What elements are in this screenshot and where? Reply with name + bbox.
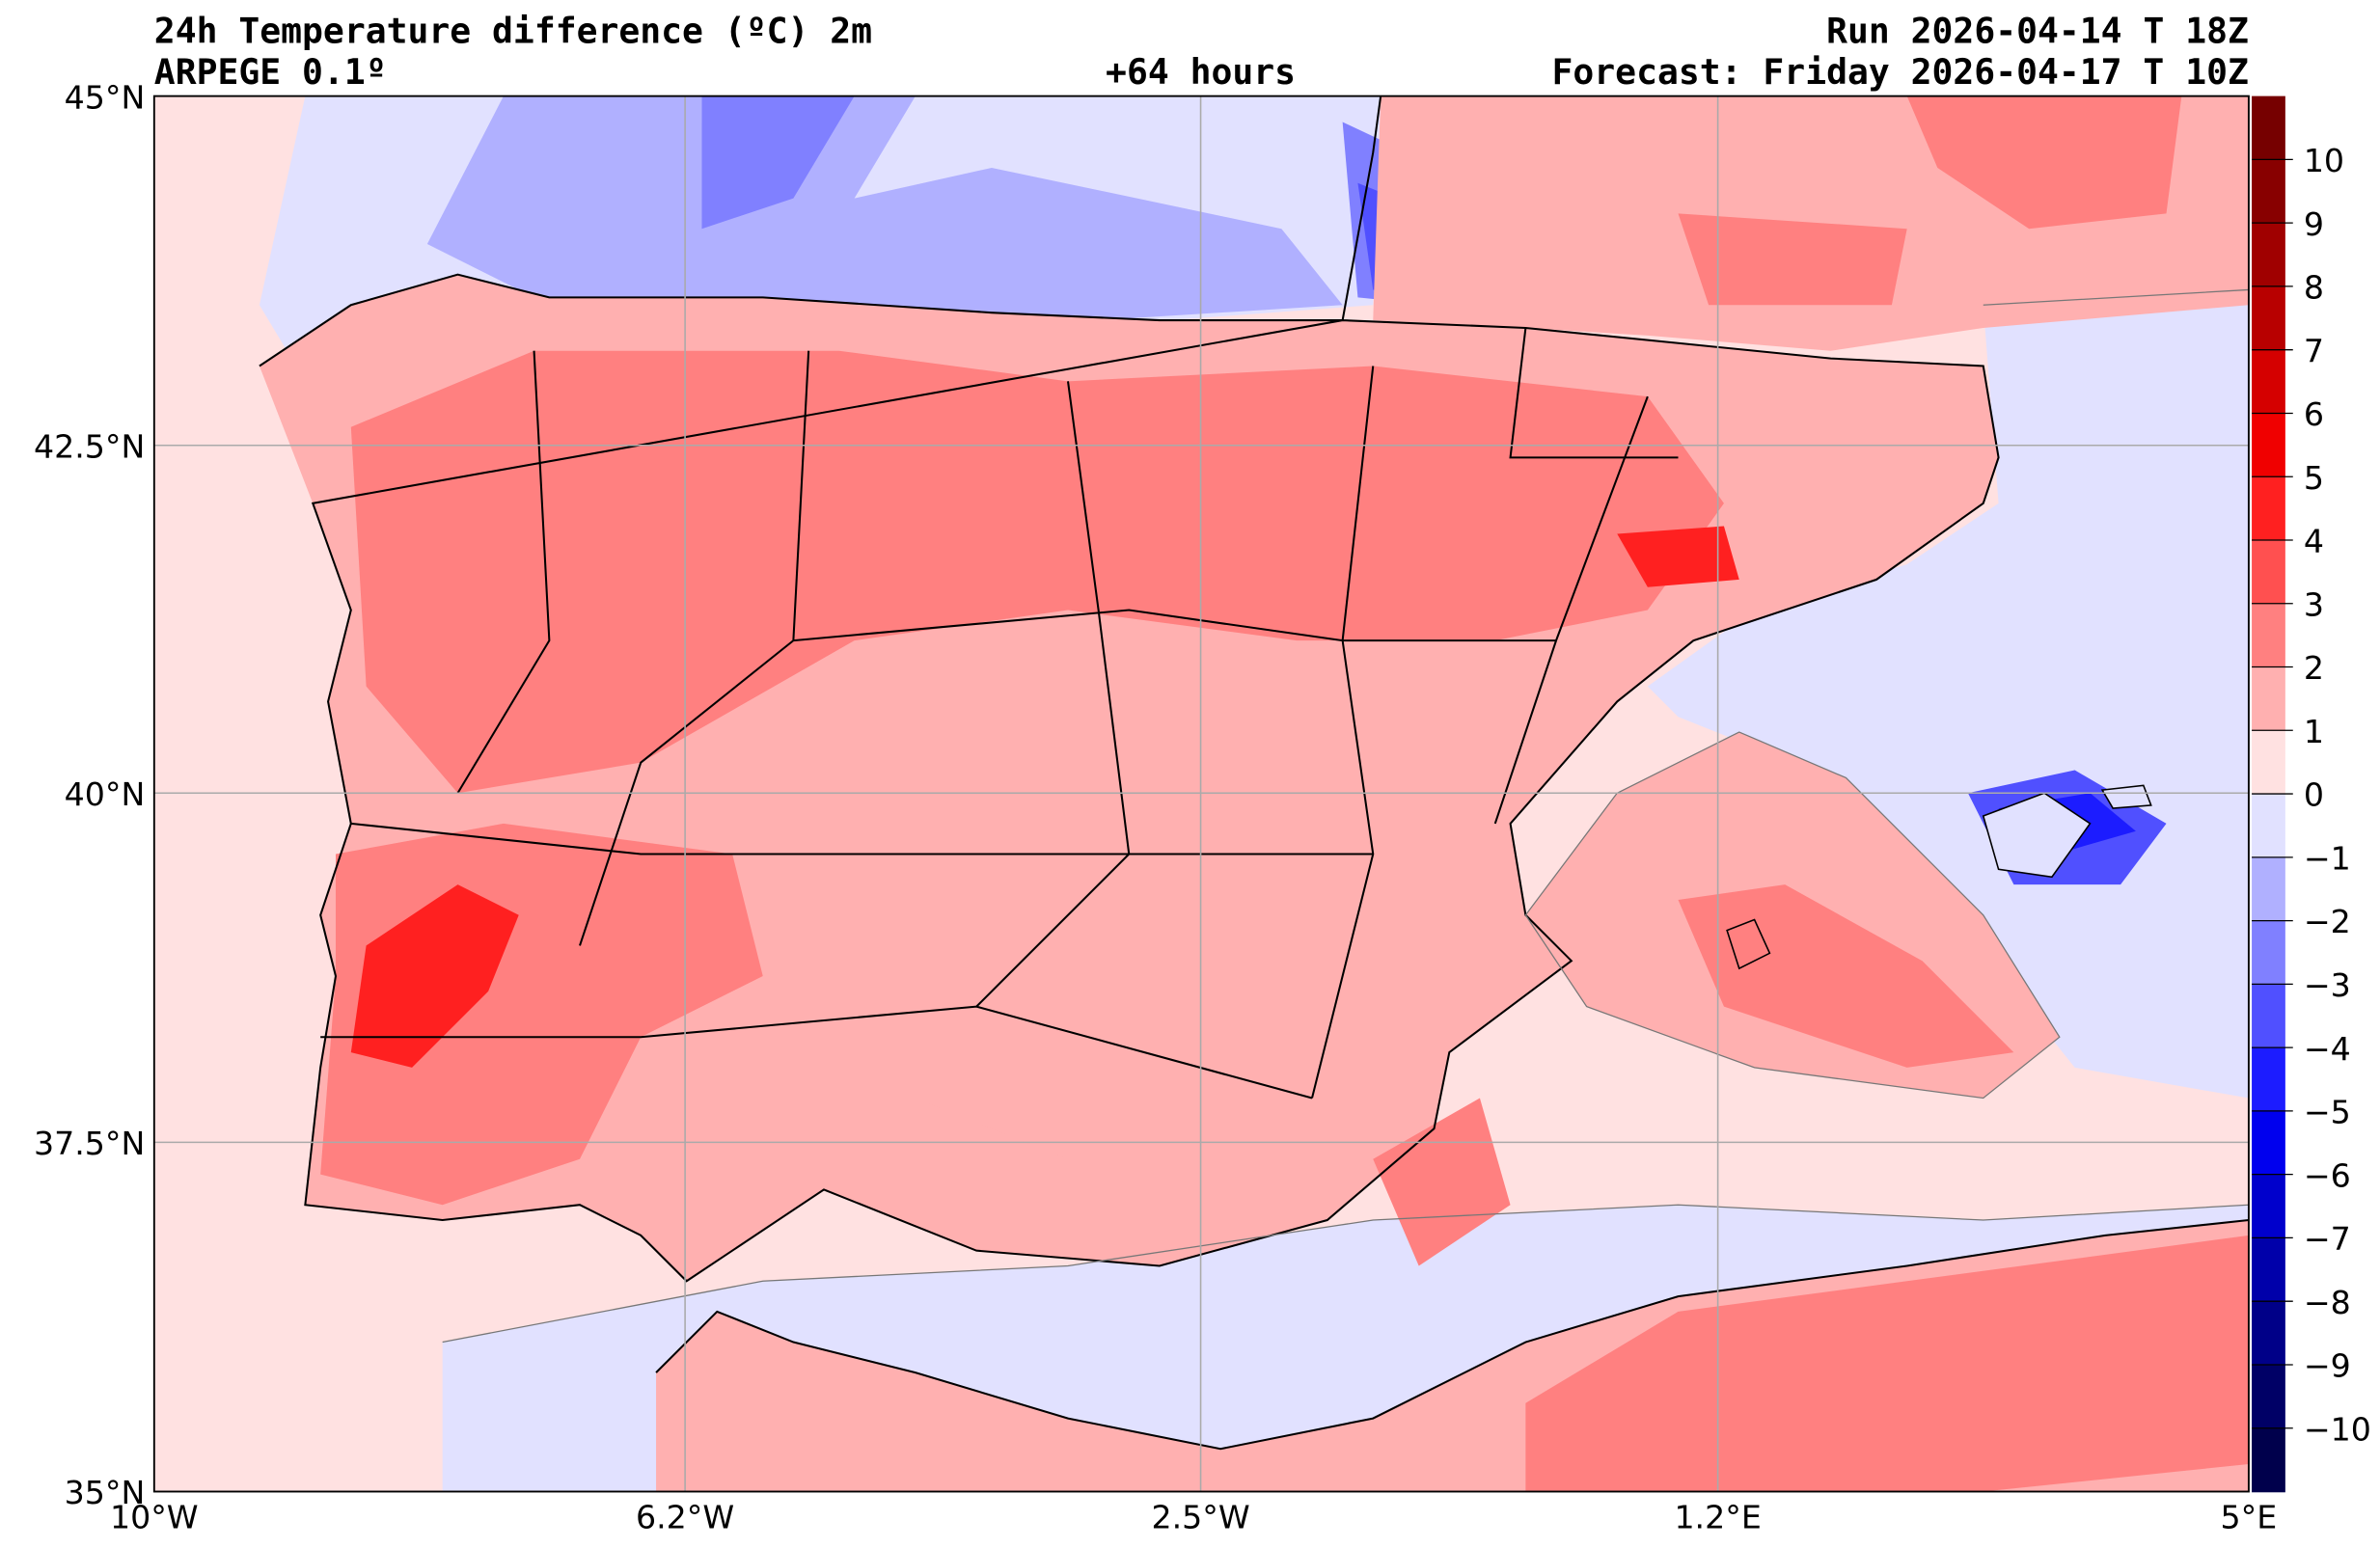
north-africa-warm xyxy=(1525,1235,2249,1492)
colorbar-bin xyxy=(2252,413,2285,478)
chart-title: 24h Temperature difference (ºC) 2m xyxy=(154,10,872,51)
colorbar-bin xyxy=(2252,794,2285,858)
lon-label: 10°W xyxy=(110,1498,199,1535)
map-area xyxy=(153,95,2249,1492)
colorbar-bin xyxy=(2252,95,2285,161)
colorbar-label: 4 xyxy=(2304,523,2324,560)
colorbar-label: 0 xyxy=(2304,776,2324,814)
iberia-mild-center xyxy=(869,869,1343,1159)
province-borders xyxy=(320,327,1679,1100)
colorbar-label: 5 xyxy=(2304,459,2324,497)
colorbar-bin xyxy=(2252,476,2285,541)
colorbar-bin xyxy=(2252,666,2285,732)
colorbar-label: −9 xyxy=(2304,1347,2351,1385)
lat-label: 45°N xyxy=(65,78,146,116)
southeast-warm-patch xyxy=(1373,1098,1511,1266)
model-label: ARPEGE 0.1º xyxy=(154,51,387,93)
colorbar-label: 9 xyxy=(2304,205,2324,243)
colorbar-bin xyxy=(2252,285,2285,351)
colorbar-label: 10 xyxy=(2304,142,2344,179)
colorbar-bin xyxy=(2252,920,2285,986)
lat-label: 40°N xyxy=(65,775,146,813)
colorbar-label: 7 xyxy=(2304,332,2324,369)
colorbar-label: −7 xyxy=(2304,1220,2351,1258)
iberia-hot-northeast xyxy=(1617,526,1739,587)
lat-label: 42.5°N xyxy=(34,427,145,465)
lead-time-label: +64 hours xyxy=(1106,51,1296,93)
biscay-cold-patch xyxy=(426,95,1343,321)
colorbar-label: −5 xyxy=(2304,1094,2351,1131)
africa-coastline xyxy=(655,1219,2249,1451)
colorbar-label: 8 xyxy=(2304,269,2324,307)
colorbar-label: −10 xyxy=(2304,1410,2371,1448)
colorbar-label: 6 xyxy=(2304,395,2324,433)
sea-warm-plume-core xyxy=(1678,884,2014,1068)
mallorca-island xyxy=(1982,792,2092,879)
colorbar-label: 1 xyxy=(2304,713,2324,750)
lon-label: 1.2°E xyxy=(1674,1498,1761,1535)
colorbar-label: 2 xyxy=(2304,649,2324,687)
mediterranean-cool-region xyxy=(1647,289,2249,1099)
colorbar-label: −1 xyxy=(2304,839,2351,877)
colorbar-bin xyxy=(2252,1301,2285,1366)
colorbar-bin xyxy=(2252,1047,2285,1112)
colorbar-bin xyxy=(2252,603,2285,668)
iberia-warm-north xyxy=(350,350,1724,794)
iberia-coastline xyxy=(259,95,2000,1283)
lon-label: 2.5°W xyxy=(1151,1498,1249,1535)
menorca-island xyxy=(2100,784,2152,809)
colorbar-bin xyxy=(2252,984,2285,1048)
ibiza-island xyxy=(1726,918,1771,970)
latitude-labels: 45°N 42.5°N 40°N 37.5°N 35°N xyxy=(34,78,145,1511)
iberia-hot-southwest xyxy=(350,884,519,1068)
colorbar-bin xyxy=(2252,1427,2285,1493)
lat-label: 35°N xyxy=(65,1474,146,1511)
longitude-labels: 10°W 6.2°W 2.5°W 1.2°E 5°E xyxy=(110,1498,2277,1535)
colorbar-label: −6 xyxy=(2304,1156,2351,1194)
colorbar-label: −4 xyxy=(2304,1030,2351,1068)
colorbar-bin xyxy=(2252,730,2285,795)
colorbar-bin xyxy=(2252,223,2285,287)
colorbar-bin xyxy=(2252,1110,2285,1176)
colorbar-bin xyxy=(2252,159,2285,224)
colorbar-label: −3 xyxy=(2304,966,2351,1004)
run-label: Run 2026-04-14 T 18Z xyxy=(1826,10,2249,51)
colorbar-label: 3 xyxy=(2304,585,2324,623)
zero-isotherm xyxy=(442,288,2249,1344)
gridlines xyxy=(153,95,2249,1492)
colorbar-bin xyxy=(2252,1174,2285,1239)
colorbar-label: −2 xyxy=(2304,903,2351,940)
colorbar-bin xyxy=(2252,349,2285,415)
lon-label: 6.2°W xyxy=(636,1498,734,1535)
colorbar-bin xyxy=(2252,1364,2285,1429)
colorbar-bin xyxy=(2252,1237,2285,1302)
colorbar-label: −8 xyxy=(2304,1284,2351,1321)
lat-label: 37.5°N xyxy=(34,1125,145,1162)
colorbar-bin xyxy=(2252,539,2285,605)
colorbar-bin xyxy=(2252,856,2285,922)
lon-label: 5°E xyxy=(2221,1498,2278,1535)
france-warm-patch xyxy=(1678,95,2182,306)
forecast-label: Forecast: Friday 2026-04-17 T 10Z xyxy=(1552,51,2249,93)
map-frame xyxy=(152,95,2250,1493)
